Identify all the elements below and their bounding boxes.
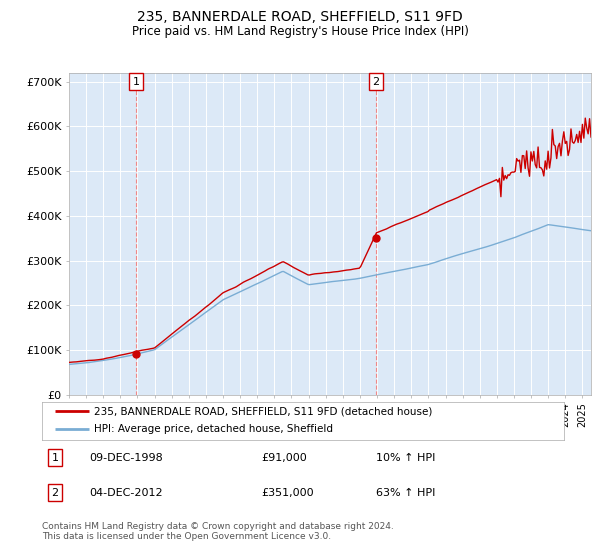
Text: 235, BANNERDALE ROAD, SHEFFIELD, S11 9FD (detached house): 235, BANNERDALE ROAD, SHEFFIELD, S11 9FD… — [94, 406, 433, 416]
Text: 63% ↑ HPI: 63% ↑ HPI — [376, 488, 436, 498]
Text: 04-DEC-2012: 04-DEC-2012 — [89, 488, 163, 498]
Text: 10% ↑ HPI: 10% ↑ HPI — [376, 453, 436, 463]
Text: Contains HM Land Registry data © Crown copyright and database right 2024.
This d: Contains HM Land Registry data © Crown c… — [42, 522, 394, 542]
Text: 2: 2 — [372, 77, 379, 87]
Text: 1: 1 — [133, 77, 140, 87]
Text: £351,000: £351,000 — [261, 488, 314, 498]
Text: 235, BANNERDALE ROAD, SHEFFIELD, S11 9FD: 235, BANNERDALE ROAD, SHEFFIELD, S11 9FD — [137, 10, 463, 24]
Text: 09-DEC-1998: 09-DEC-1998 — [89, 453, 163, 463]
Text: £91,000: £91,000 — [261, 453, 307, 463]
Text: 1: 1 — [52, 453, 59, 463]
Text: HPI: Average price, detached house, Sheffield: HPI: Average price, detached house, Shef… — [94, 424, 333, 434]
Text: Price paid vs. HM Land Registry's House Price Index (HPI): Price paid vs. HM Land Registry's House … — [131, 25, 469, 38]
Text: 2: 2 — [52, 488, 59, 498]
